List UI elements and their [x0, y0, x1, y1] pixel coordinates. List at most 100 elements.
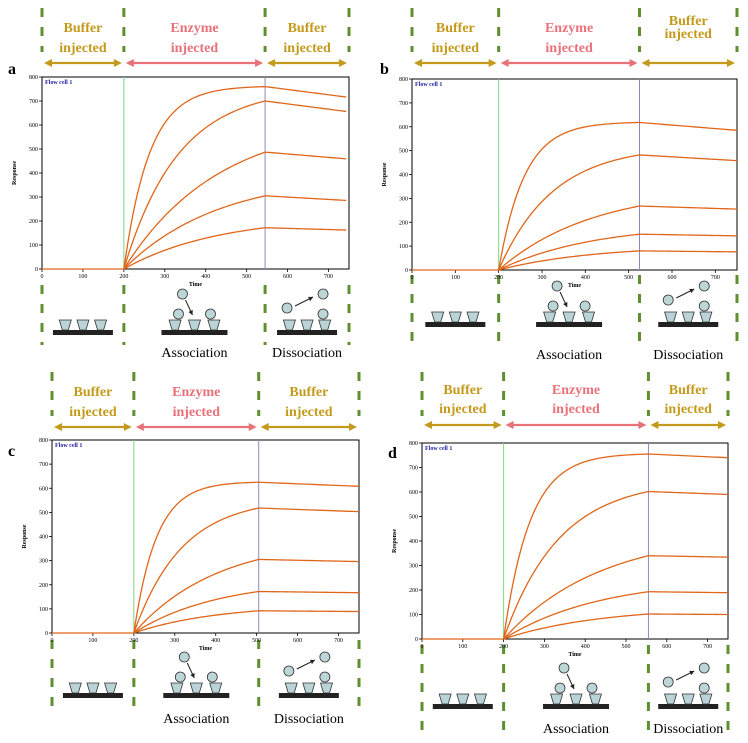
receptor-icon [104, 682, 118, 694]
sensor-chip [536, 322, 603, 327]
y-tick-label: 200 [29, 219, 38, 225]
buffer-arrow-left-head-left [54, 423, 62, 431]
movement-arrow-head [190, 673, 195, 678]
x-tick-label: 200 [499, 644, 508, 650]
x-tick-label: 300 [538, 275, 547, 281]
enzyme-icon [283, 665, 295, 677]
buffer-arrow-left-head-left [414, 59, 422, 67]
receptor-icon [209, 682, 223, 694]
buffer-arrow-left-head-right [493, 421, 502, 429]
x-tick-label: 0 [51, 638, 54, 644]
sensor-chip [52, 330, 113, 335]
movement-arrow-head [563, 302, 568, 307]
buffer-arrow-right-head-right [727, 59, 735, 67]
panel-d: d Buffer injected Enzyme injected Buffer injec… [388, 372, 730, 737]
y-tick-label: 800 [399, 77, 408, 83]
movement-arrow-head [569, 684, 575, 689]
enzyme-label: Enzyme [545, 21, 593, 36]
buffer-label-right: Buffer [288, 21, 327, 36]
buffer-label-right: injected [665, 402, 713, 417]
buffer-arrow-right-head-left [260, 423, 269, 431]
x-axis-title: Time [568, 283, 582, 289]
buffer-label-left: injected [59, 41, 107, 56]
enzyme-icon [698, 300, 710, 312]
y-axis-title: Response [382, 162, 388, 186]
plot-frame [421, 442, 729, 640]
series-curve-5 [123, 227, 347, 270]
series-curve-4 [498, 233, 738, 271]
panel-letter: a [8, 61, 16, 78]
y-tick-label: 500 [39, 510, 48, 516]
y-tick-label: 100 [39, 607, 48, 613]
receptor-icon [448, 311, 462, 323]
receptor-icon [543, 311, 557, 323]
y-axis-title: Response [22, 524, 28, 548]
baseline-schematic [432, 693, 493, 709]
y-tick-label: 400 [409, 539, 418, 545]
buffer-label-right: Buffer [669, 383, 708, 398]
y-tick-label: 700 [399, 101, 408, 107]
plot-frame [41, 76, 350, 270]
y-tick-label: 800 [409, 441, 418, 447]
y-tick-label: 100 [399, 244, 408, 250]
series-curve-4 [133, 590, 360, 634]
x-tick-label: 600 [293, 638, 302, 644]
y-tick-label: 400 [29, 171, 38, 177]
sensor-chip [658, 704, 719, 709]
receptor-icon [431, 311, 445, 323]
x-tick-label: 200 [494, 275, 503, 281]
receptor-icon [588, 693, 602, 705]
dissociation-label: Dissociation [653, 348, 723, 363]
enzyme-icon [698, 280, 710, 292]
series-curve-4 [503, 591, 729, 640]
panel-letter: c [8, 443, 15, 460]
y-tick-label: 700 [29, 99, 38, 105]
association-schematic [536, 311, 603, 327]
receptor-icon [699, 311, 713, 323]
receptor-icon [300, 319, 314, 331]
y-tick-label: 100 [409, 613, 418, 619]
x-tick-label: 400 [201, 274, 210, 280]
x-tick-label: 500 [624, 275, 633, 281]
enzyme-icon [205, 308, 216, 320]
series-curve-2 [133, 507, 360, 634]
enzyme-icon [554, 682, 566, 694]
x-tick-label: 100 [458, 644, 467, 650]
enzyme-icon [586, 682, 598, 694]
buffer-arrow-right-head-right [718, 421, 726, 429]
sensor-chip [432, 704, 493, 709]
enzyme-icon [317, 308, 329, 320]
flow-cell-label: Flow cell 1 [55, 443, 82, 449]
dissociation-label: Dissociation [272, 346, 342, 361]
buffer-arrow-left-head-right [488, 59, 497, 67]
series-curve-3 [133, 558, 360, 634]
y-tick-label: 500 [29, 147, 38, 153]
buffer-arrow-left-head-right [113, 59, 122, 67]
y-tick-label: 500 [399, 149, 408, 155]
receptor-icon [681, 311, 695, 323]
enzyme-label: injected [171, 41, 219, 56]
x-tick-label: 300 [170, 638, 179, 644]
receptor-icon [456, 693, 470, 705]
plot-frame [411, 78, 738, 271]
enzyme-icon [281, 302, 293, 314]
flow-cell-label: Flow cell 1 [425, 446, 452, 452]
enzyme-arrow-head-right [248, 423, 257, 431]
x-tick-label: 500 [622, 644, 631, 650]
dissociation-schematic [658, 311, 719, 327]
y-tick-label: 800 [39, 438, 48, 444]
flow-cell-label: Flow cell 1 [415, 82, 442, 88]
enzyme-label: injected [552, 402, 600, 417]
receptor-icon [207, 319, 221, 331]
y-tick-label: 400 [399, 173, 408, 179]
receptor-icon [58, 319, 72, 331]
x-tick-label: 300 [540, 644, 549, 650]
y-axis-title: Response [12, 161, 18, 185]
x-tick-label: 0 [41, 274, 44, 280]
dissociation-schematic [658, 693, 719, 709]
receptor-icon [562, 311, 576, 323]
x-tick-label: 200 [129, 638, 138, 644]
enzyme-icon [173, 308, 184, 320]
receptor-icon [86, 682, 100, 694]
y-axis-title: Response [392, 529, 398, 553]
